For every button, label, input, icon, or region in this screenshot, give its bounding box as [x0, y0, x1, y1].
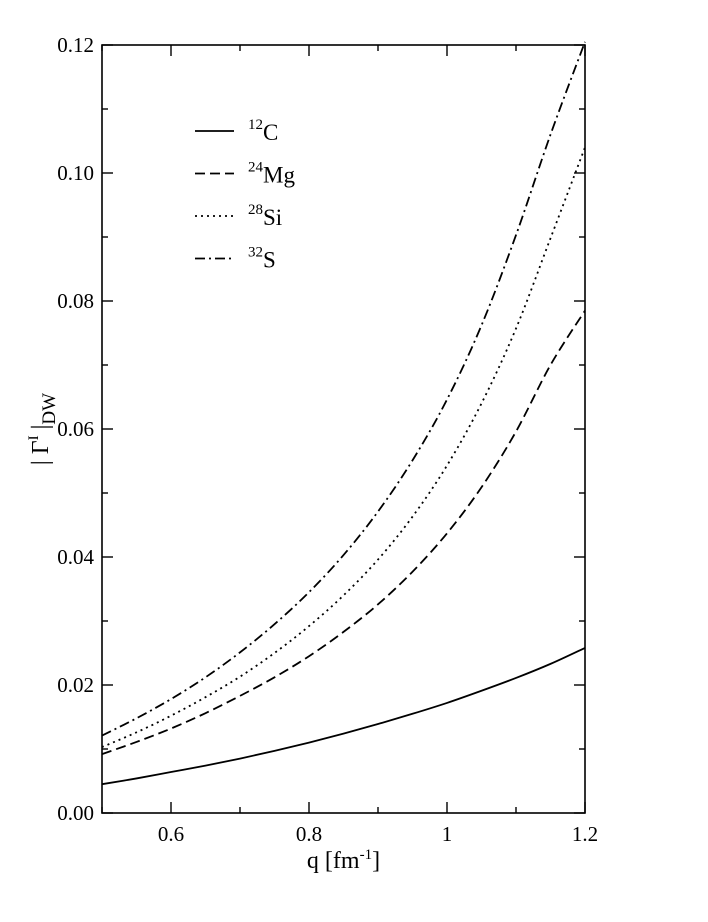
- legend-label-si: 28Si: [248, 202, 282, 230]
- series-line-si: [101, 147, 586, 748]
- y-tick-label: 0.06: [57, 417, 94, 441]
- legend-element-name: Si: [263, 205, 282, 230]
- plot-frame: [101, 44, 586, 814]
- x-axis-title: q [fm-1]: [307, 847, 380, 874]
- x-tick-label: 0.6: [158, 822, 184, 846]
- legend-label-s: 32S: [248, 245, 276, 273]
- y-tick-label: 0.04: [57, 545, 94, 569]
- series-line-mg: [101, 310, 586, 755]
- legend-mass-number: 24: [248, 160, 264, 176]
- y-axis-title: | ΓI |DW: [26, 393, 60, 465]
- legend-mass-number: 12: [248, 117, 263, 133]
- legend-element-name: Mg: [263, 163, 295, 188]
- legend-label-c: 12C: [248, 117, 278, 145]
- legend-label-mg: 24Mg: [248, 160, 295, 188]
- y-axis-title-mid: |: [28, 425, 54, 436]
- x-axis-title-tail: ]: [372, 848, 380, 874]
- series-line-c: [101, 647, 586, 786]
- y-axis-title-pre: | Γ: [28, 440, 54, 465]
- x-tick-label: 0.8: [296, 822, 322, 846]
- y-axis-title-sup: I: [26, 435, 42, 440]
- x-axis-title-main: q [fm: [307, 848, 360, 874]
- legend-element-name: S: [263, 248, 276, 273]
- y-axis-title-sub: DW: [39, 393, 60, 425]
- series-lines: [101, 41, 586, 786]
- y-tick-label: 0.00: [57, 801, 94, 825]
- legend-mass-number: 32: [248, 245, 263, 261]
- y-tick-label: 0.10: [57, 161, 94, 185]
- legend-mass-number: 28: [248, 202, 263, 218]
- y-tick-label: 0.08: [57, 289, 94, 313]
- x-axis-title-sup: -1: [360, 847, 373, 863]
- tick-labels: 0.6 0.8 1 1.2 0.00 0.02 0.04 0.06 0.08 0.10 0.12: [57, 33, 598, 846]
- series-line-s: [101, 41, 586, 737]
- x-tick-label: 1: [442, 822, 453, 846]
- y-tick-label: 0.02: [57, 673, 94, 697]
- legend-element-name: C: [263, 120, 278, 145]
- y-tick-label: 0.12: [57, 33, 94, 57]
- x-tick-label: 1.2: [572, 822, 598, 846]
